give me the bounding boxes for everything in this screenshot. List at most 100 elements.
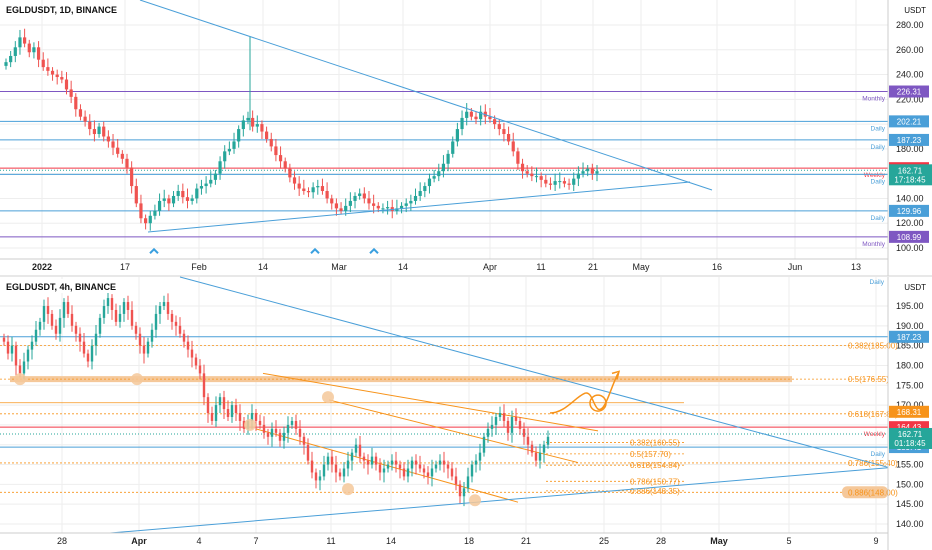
bottom-candle-body (150, 329, 154, 342)
bottom-candle-body (334, 464, 338, 473)
top-trendlines[interactable] (139, 0, 713, 233)
bottom-ascending-trendline[interactable] (109, 467, 889, 534)
bottom-trendlines[interactable] (109, 276, 889, 534)
bottom-price-tick: 175.00 (896, 380, 924, 390)
4h-chart-pane[interactable]: Weekly Daily 0.382(185.00) 0.5(176.55) 0.61… (0, 276, 932, 550)
top-ascending-trendline[interactable] (147, 181, 691, 233)
bottom-candle-body (386, 464, 390, 469)
top-level-name: Monthly (862, 241, 886, 248)
bottom-candle-body (302, 436, 306, 445)
bottom-candle-body (306, 444, 310, 461)
bottom-candle-body (438, 460, 442, 465)
top-candle-body (432, 176, 436, 179)
top-candle-body (469, 111, 473, 117)
bottom-last-price-badge (889, 427, 932, 449)
top-date-tick: 14 (398, 262, 408, 272)
bottom-candle-body (310, 460, 314, 473)
top-date-tick: 13 (851, 262, 861, 272)
top-candle-body (167, 198, 171, 204)
bottom-time-axis[interactable]: 28 Apr 4 7 11 14 18 21 25 28 May 5 9 (0, 532, 888, 546)
top-level-badge-text: 108.99 (897, 233, 922, 242)
bottom-last-price-text: 162.71 (898, 430, 923, 439)
bottom-candle-body (350, 452, 354, 461)
top-candle-body (209, 179, 213, 184)
fib-right-label: 0.886(148.00) (848, 488, 898, 497)
top-price-tick: 100.00 (896, 243, 924, 253)
top-candle-body (162, 198, 166, 201)
top-descending-trendline[interactable] (139, 0, 713, 191)
top-last-price-badge (889, 164, 932, 186)
bottom-candle-body (274, 428, 278, 433)
bottom-candle-body (398, 464, 402, 469)
bottom-candle-body (370, 456, 374, 465)
bottom-candle-body (34, 329, 38, 342)
bottom-candle-body (146, 341, 150, 354)
bottom-candle-body (514, 416, 518, 421)
bottom-candle-body (142, 345, 146, 354)
bottom-date-tick: 25 (599, 536, 609, 546)
top-candle-body (41, 59, 45, 68)
top-level-name: Weekly (864, 172, 886, 179)
bottom-date-tick: May (710, 536, 728, 546)
fib-left-label: 0.886(148.35) (630, 487, 680, 496)
top-candle-body (562, 181, 567, 184)
top-candle-body (251, 117, 255, 127)
bottom-candle-body (298, 428, 302, 437)
bottom-candle-body (166, 302, 170, 314)
bottom-candle-body (162, 302, 166, 306)
top-candle-body (367, 198, 371, 204)
fib-left-label: 0.618(154.84) (630, 461, 680, 470)
top-candle-body (153, 210, 157, 216)
top-date-tick: 17 (120, 262, 130, 272)
top-candle-body (302, 188, 306, 192)
bottom-candle-body (134, 325, 138, 334)
bottom-candle-body (170, 313, 174, 322)
bottom-candle-body (2, 337, 6, 342)
top-candle-body (586, 168, 590, 172)
top-level-name: Monthly (862, 96, 886, 103)
top-candle-body (264, 131, 269, 139)
bottom-descending-channel[interactable] (255, 372, 599, 503)
top-date-tick: Jun (788, 262, 803, 272)
daily-chart-pane[interactable]: MonthlyDailyDailyWeeklyDailyDailyMonthly… (0, 0, 932, 276)
top-candle-body (292, 177, 297, 184)
bottom-candle-body (226, 409, 230, 417)
top-candle-body (130, 167, 134, 187)
bottom-date-tick: 18 (464, 536, 474, 546)
fib-last-label-bg (842, 486, 888, 499)
bottom-price-tick: 190.00 (896, 321, 924, 331)
bottom-candle-body (194, 357, 198, 366)
top-candle-body (320, 186, 325, 192)
top-date-tick: 11 (536, 262, 545, 272)
channel-upper-line[interactable] (262, 372, 599, 432)
top-candle-body (306, 191, 311, 193)
bottom-candle-body (46, 306, 50, 314)
bottom-horizontal-levels[interactable]: Weekly Daily (0, 336, 888, 458)
top-grid (0, 0, 888, 259)
bottom-candle-body (482, 436, 486, 453)
top-candle-body (534, 176, 539, 178)
bottom-descending-trendline[interactable] (179, 276, 889, 468)
bottom-cutoff-daily-label: Daily (870, 279, 885, 286)
top-level-badge (889, 85, 929, 98)
bottom-candle-body (382, 468, 386, 473)
bottom-level-name: Weekly (864, 431, 886, 438)
top-candle-body (218, 161, 222, 174)
top-candle-body (283, 161, 287, 169)
bottom-candle-body (262, 424, 266, 433)
top-time-axis[interactable]: 2022 17 Feb 14 Mar 14 Apr 11 21 May 16 Jun 13 (0, 258, 888, 272)
top-candle-body (376, 205, 380, 209)
top-candle-body (185, 197, 190, 201)
bottom-candle-body (50, 313, 54, 326)
top-candle-body (92, 129, 97, 135)
bottom-candle-body (394, 460, 398, 465)
touch-point-marker (342, 483, 354, 496)
top-candle-body (69, 89, 73, 97)
top-candle-body (516, 151, 520, 164)
bottom-candle-body (186, 341, 190, 350)
top-candle-body (195, 188, 199, 199)
top-candle-body (465, 111, 469, 118)
bottom-candle-body (66, 302, 70, 314)
